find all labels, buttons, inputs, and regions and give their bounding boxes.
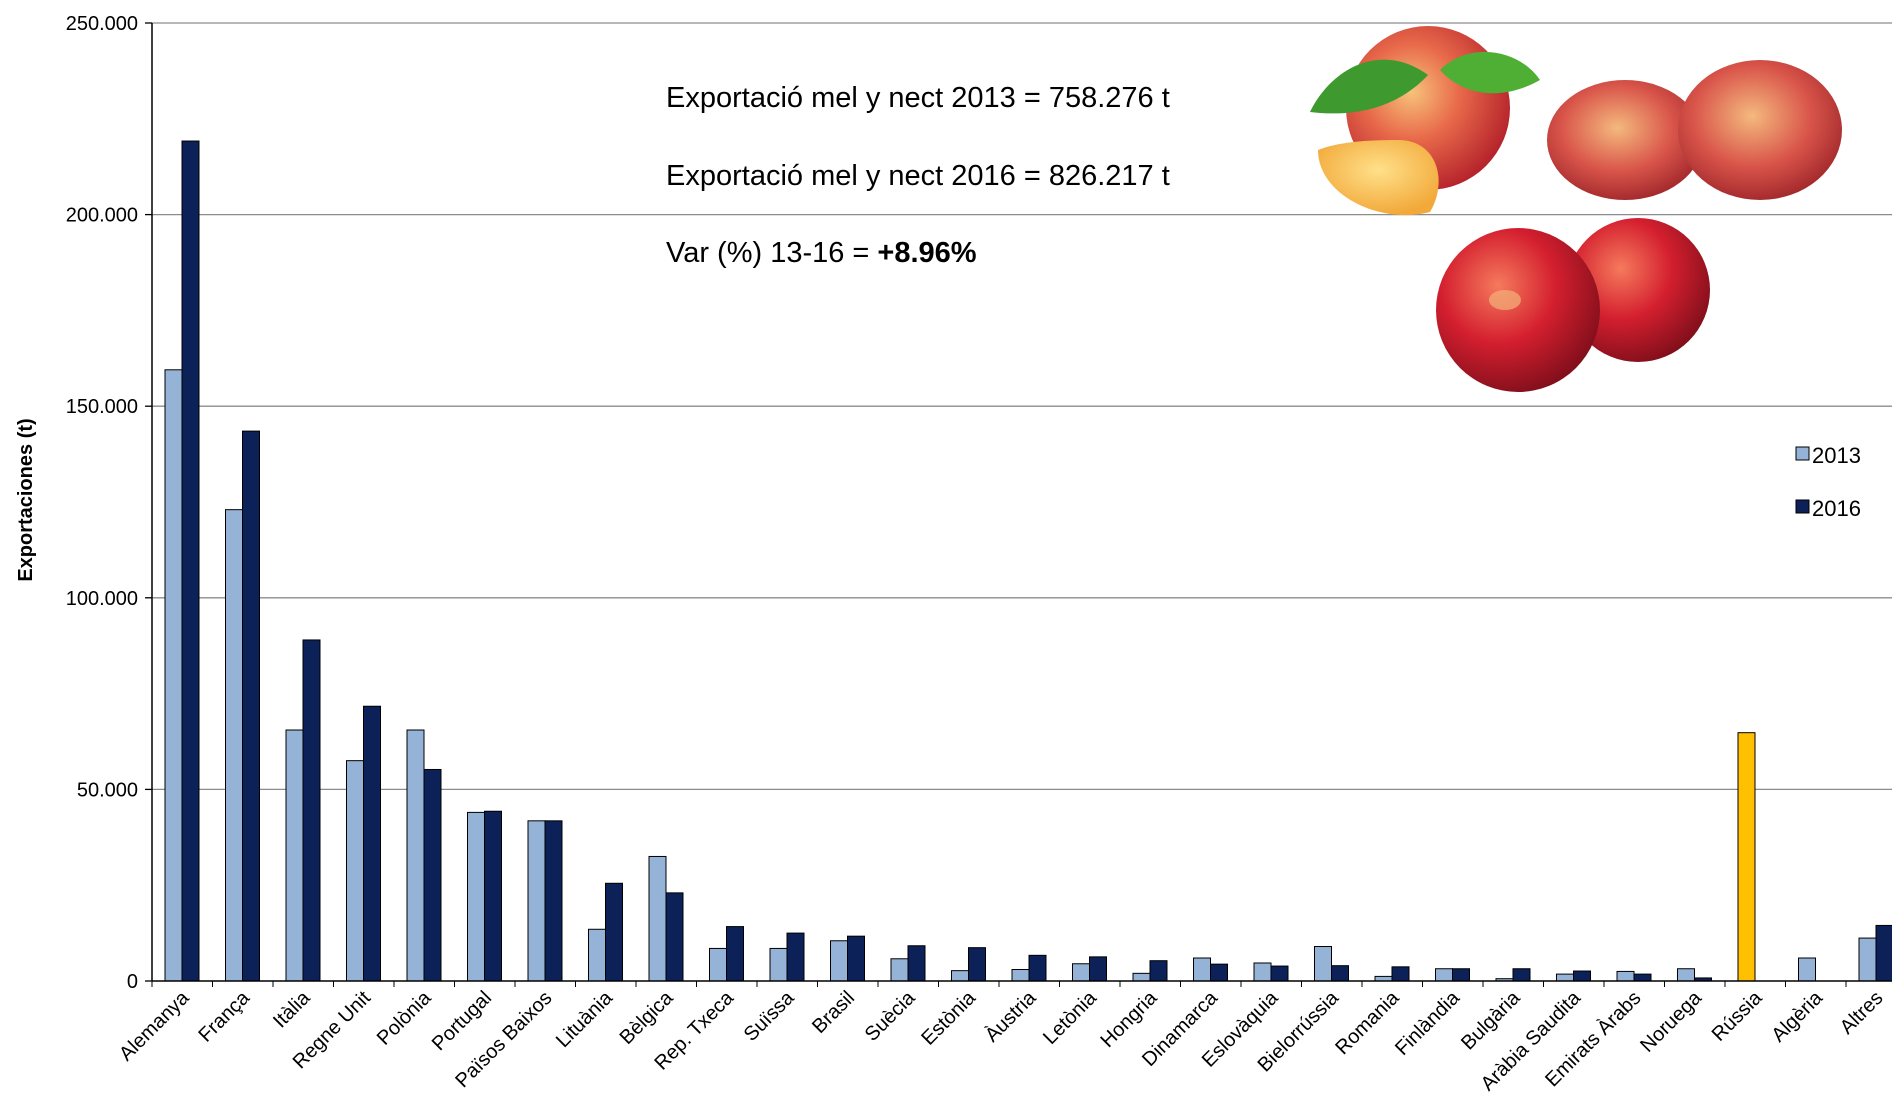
bar-2013 xyxy=(1677,968,1695,982)
bar-2016 xyxy=(423,768,442,982)
bar-2016 xyxy=(665,892,684,982)
x-tick-label: França xyxy=(194,986,254,1046)
x-tick-label: Alemanya xyxy=(115,986,194,1065)
annotation-var-value: +8.96% xyxy=(877,237,976,269)
y-axis-ticks: 0 50.000 100.000 150.000 200.000 250.000 xyxy=(66,13,152,993)
y-axis-label: Exportaciones (t) xyxy=(15,418,37,581)
bar-2016 xyxy=(363,705,381,982)
bar-2013 xyxy=(709,947,727,982)
bar-2013 xyxy=(467,811,485,982)
y-tick-label: 250.000 xyxy=(66,13,138,35)
legend-label-2013: 2013 xyxy=(1812,443,1861,468)
x-tick-label: Àustria xyxy=(980,986,1041,1047)
bar-2016 xyxy=(1452,968,1470,982)
bar-2013 xyxy=(1616,970,1635,982)
bar-2016 xyxy=(1149,960,1168,982)
bar-2013 xyxy=(1858,937,1877,982)
bar-2016 xyxy=(968,947,986,982)
legend-label-2016: 2016 xyxy=(1812,496,1861,521)
bar-2013 xyxy=(1072,963,1090,982)
gridlines xyxy=(152,22,1892,791)
bar-2013 xyxy=(890,958,909,982)
bar-2016 xyxy=(1089,956,1107,982)
bar-2013 xyxy=(1435,968,1453,982)
peach-icon xyxy=(1310,26,1540,216)
annotation-line-1: Exportació mel y nect 2013 = 758.276 t xyxy=(666,82,1170,114)
bar-2016 xyxy=(605,882,623,982)
bar-2013 xyxy=(1011,969,1030,982)
nectarine-icon xyxy=(1436,218,1710,392)
bar-2013 xyxy=(951,970,969,982)
x-tick-label: Altres xyxy=(1836,987,1888,1039)
x-tick-label: Rússia xyxy=(1708,986,1767,1045)
legend: 2013 2016 xyxy=(1795,443,1861,521)
bar-2016 xyxy=(1633,973,1652,982)
fruit-image xyxy=(1310,26,1842,392)
bar-2016 xyxy=(1270,965,1289,982)
bar-2016 xyxy=(181,140,200,982)
bar-2013 xyxy=(588,928,606,982)
x-tick-label: Noruega xyxy=(1636,986,1706,1056)
x-tick-label: Estònia xyxy=(917,986,980,1049)
bar-2016 xyxy=(1331,965,1349,982)
bars xyxy=(164,140,1892,982)
y-tick-label: 150.000 xyxy=(66,396,138,418)
axes xyxy=(151,23,1892,982)
y-tick-label: 50.000 xyxy=(77,779,138,801)
bar-2016 xyxy=(1875,924,1892,982)
bar-2013 xyxy=(1253,962,1272,982)
annotation-line-2: Exportació mel y nect 2016 = 826.217 t xyxy=(666,160,1170,192)
x-tick-label: Suïssa xyxy=(740,986,799,1045)
annotation-line-3: Var (%) 13-16 = +8.96% xyxy=(666,237,977,269)
bar-2013 xyxy=(406,729,425,982)
bar-2013 xyxy=(527,820,546,982)
bar-2016 xyxy=(786,932,805,982)
y-tick-label: 200.000 xyxy=(66,205,138,227)
legend-swatch-2016 xyxy=(1795,499,1810,514)
bar-2016 xyxy=(1391,966,1410,982)
x-tick-label: Algèria xyxy=(1767,986,1827,1046)
annotation-var-label: Var (%) 13-16 = xyxy=(666,237,877,269)
x-tick-label: Letònia xyxy=(1039,986,1102,1049)
bar-2016 xyxy=(847,935,865,982)
bar-2016 xyxy=(484,810,502,982)
x-tick-label: Polònia xyxy=(373,986,436,1049)
x-tick-label: Brasil xyxy=(808,987,859,1038)
bar-2013 xyxy=(1556,973,1574,982)
bar-2016 xyxy=(726,926,744,982)
bar-2016 xyxy=(302,639,321,982)
legend-swatch-2013 xyxy=(1795,446,1810,461)
y-tick-label: 100.000 xyxy=(66,588,138,610)
x-tick-label: Romania xyxy=(1331,986,1404,1059)
bar-2016 xyxy=(1512,968,1531,982)
bar-2013 xyxy=(1193,957,1211,982)
bar-2013 xyxy=(830,940,848,982)
flat-peach-icon xyxy=(1547,60,1842,200)
bar-2016 xyxy=(1028,954,1047,982)
y-tick-label: 0 xyxy=(127,971,138,993)
bar-2013 xyxy=(164,369,183,982)
bar-2016 xyxy=(1210,963,1228,982)
bar-2013 xyxy=(285,729,304,982)
bar-2013 xyxy=(769,947,788,982)
bar-2016 xyxy=(1573,970,1591,982)
bar-2013 xyxy=(1132,972,1151,982)
bar-2016 xyxy=(544,820,563,982)
bar-2013 xyxy=(346,760,364,982)
x-tick-label: Suècia xyxy=(861,986,920,1045)
bar-2016 xyxy=(907,945,926,982)
bar-2013 xyxy=(1798,957,1816,982)
bar-2013 xyxy=(225,509,243,982)
x-tick-label: Finlàndia xyxy=(1391,986,1465,1060)
bar-2013 xyxy=(648,855,667,982)
x-tick-label: Lituània xyxy=(552,986,618,1052)
bar-2016 xyxy=(242,430,260,982)
bar-2013 xyxy=(1737,732,1756,982)
bar-2013 xyxy=(1314,946,1332,982)
x-tick-label: Itàlia xyxy=(269,986,315,1032)
